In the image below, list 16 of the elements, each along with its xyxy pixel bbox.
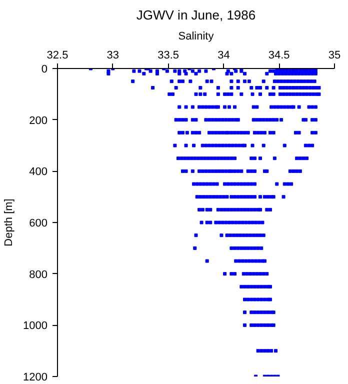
- y-tick-label: 0: [41, 64, 48, 76]
- x-tick-label: 32.5: [46, 50, 68, 62]
- x-tick-label: 34.5: [268, 50, 290, 62]
- x-tick-label: 33.5: [158, 50, 180, 62]
- y-tick-label: 200: [29, 114, 48, 127]
- y-tick-label: 1200: [23, 372, 48, 384]
- x-axis-title: Salinity: [178, 30, 214, 42]
- x-tick-label: 35: [328, 50, 341, 62]
- y-tick-label: 600: [29, 218, 48, 230]
- chart-title: JGWV in June, 1986: [136, 8, 256, 22]
- x-tick-label: 33: [106, 50, 120, 62]
- x-tick-label: 34: [218, 50, 230, 62]
- y-tick-label: 400: [29, 166, 48, 178]
- y-tick-label: 1000: [23, 320, 48, 332]
- y-tick-label: 800: [29, 268, 48, 281]
- y-axis-title: Depth [m]: [3, 198, 16, 246]
